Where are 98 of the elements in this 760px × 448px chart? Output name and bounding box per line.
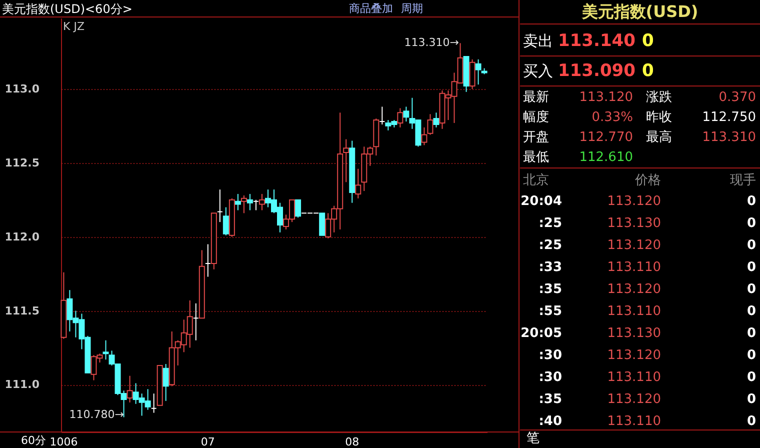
text: 商品叠加 xyxy=(349,2,393,15)
text: 0 xyxy=(746,260,756,275)
candlestick xyxy=(192,302,199,341)
x-tick-label: 07 xyxy=(200,436,215,448)
candlestick xyxy=(234,193,241,211)
candlestick xyxy=(150,393,157,414)
text: 笔 xyxy=(526,431,540,446)
candlestick xyxy=(319,212,326,236)
text: 112.750 xyxy=(702,110,756,125)
text: :35 xyxy=(538,392,562,407)
text: 幅度 xyxy=(523,109,549,125)
text: :40 xyxy=(538,414,562,429)
candlestick xyxy=(252,199,259,211)
candlestick xyxy=(216,189,223,223)
candlestick xyxy=(258,193,265,211)
text: :33 xyxy=(538,260,562,275)
candlestick xyxy=(102,340,109,360)
text: :55 xyxy=(538,304,562,319)
y-tick-label: 113.0 xyxy=(4,82,40,96)
candlestick xyxy=(397,108,404,128)
candlestick xyxy=(343,138,350,183)
text: 113.110 xyxy=(607,370,661,385)
candlestick xyxy=(162,363,169,402)
text: 最新 xyxy=(523,90,549,105)
x-tick-label: 08 xyxy=(345,436,360,448)
text: :30 xyxy=(538,348,562,363)
candlestick xyxy=(433,112,440,128)
text: 北京 xyxy=(523,173,549,188)
candlestick xyxy=(379,106,386,125)
candlestick xyxy=(403,106,410,122)
text: 0 xyxy=(746,326,756,341)
candlestick xyxy=(222,206,229,236)
candlestick xyxy=(246,193,253,211)
text: 0 xyxy=(746,282,756,297)
text: 0.370 xyxy=(718,90,756,105)
text: 113.310 xyxy=(702,130,756,145)
text: 113.120 xyxy=(607,348,661,363)
text: 周期 xyxy=(401,2,423,15)
text: 113.140 xyxy=(558,31,636,51)
text: 113.120 xyxy=(607,282,661,297)
text: 112.610 xyxy=(579,150,633,165)
text: 20:04 xyxy=(520,194,562,209)
text: 113.110 xyxy=(607,260,661,275)
candlestick xyxy=(126,375,133,403)
candlestick xyxy=(475,58,482,86)
text: :25 xyxy=(538,238,562,253)
text: 涨跌 xyxy=(646,90,672,105)
text: 20:05 xyxy=(520,326,562,341)
y-tick-label: 112.5 xyxy=(4,156,40,170)
text: 买入 xyxy=(523,62,553,80)
text: 0 xyxy=(746,414,756,429)
text: 卖出 xyxy=(523,32,553,50)
text: 开盘 xyxy=(523,130,549,145)
text: 0 xyxy=(746,238,756,253)
text: 0 xyxy=(746,392,756,407)
y-tick-label: 111.0 xyxy=(4,378,40,392)
text: 113.120 xyxy=(579,90,633,105)
text: 113.120 xyxy=(607,392,661,407)
text: :30 xyxy=(538,370,562,385)
text: 0 xyxy=(746,370,756,385)
x-tick-label: 1006 xyxy=(50,436,78,448)
candlestick xyxy=(469,58,476,90)
text: 113.130 xyxy=(607,216,661,231)
y-tick-label: 111.5 xyxy=(4,304,40,318)
text: 0 xyxy=(746,194,756,209)
annotation: K JZ xyxy=(63,20,85,33)
text: 昨收 xyxy=(646,110,672,125)
text: 现手 xyxy=(730,173,756,188)
text: 113.110 xyxy=(607,304,661,319)
text: :25 xyxy=(538,216,562,231)
y-tick-label: 112.0 xyxy=(4,230,40,244)
text: 0 xyxy=(642,61,654,81)
text: 113.110 xyxy=(607,414,661,429)
candlestick xyxy=(295,199,302,218)
text: 0.33% xyxy=(592,110,633,125)
text: 113.120 xyxy=(607,238,661,253)
text: 113.130 xyxy=(607,326,661,341)
text: 60分 xyxy=(21,434,46,447)
text: 0 xyxy=(642,31,654,51)
text: 最高 xyxy=(646,129,672,145)
text: 最低 xyxy=(523,150,549,165)
annotation: 110.780→ xyxy=(69,408,124,421)
text: 美元指数(USD) xyxy=(580,2,698,21)
candlestick xyxy=(204,244,211,278)
chart-title: 美元指数(USD)<60分> xyxy=(2,2,132,16)
text: :35 xyxy=(538,282,562,297)
candlestick xyxy=(427,114,434,136)
text: 0 xyxy=(746,348,756,363)
text: 112.770 xyxy=(579,130,633,145)
text: 0 xyxy=(746,216,756,231)
text: 113.090 xyxy=(558,61,636,81)
text: 价格 xyxy=(634,173,661,188)
annotation: 113.310→ xyxy=(404,36,459,49)
candlestick xyxy=(240,194,247,214)
text: 113.120 xyxy=(607,194,661,209)
candlestick xyxy=(421,126,428,146)
candlestick xyxy=(355,168,362,199)
text: 0 xyxy=(746,304,756,319)
